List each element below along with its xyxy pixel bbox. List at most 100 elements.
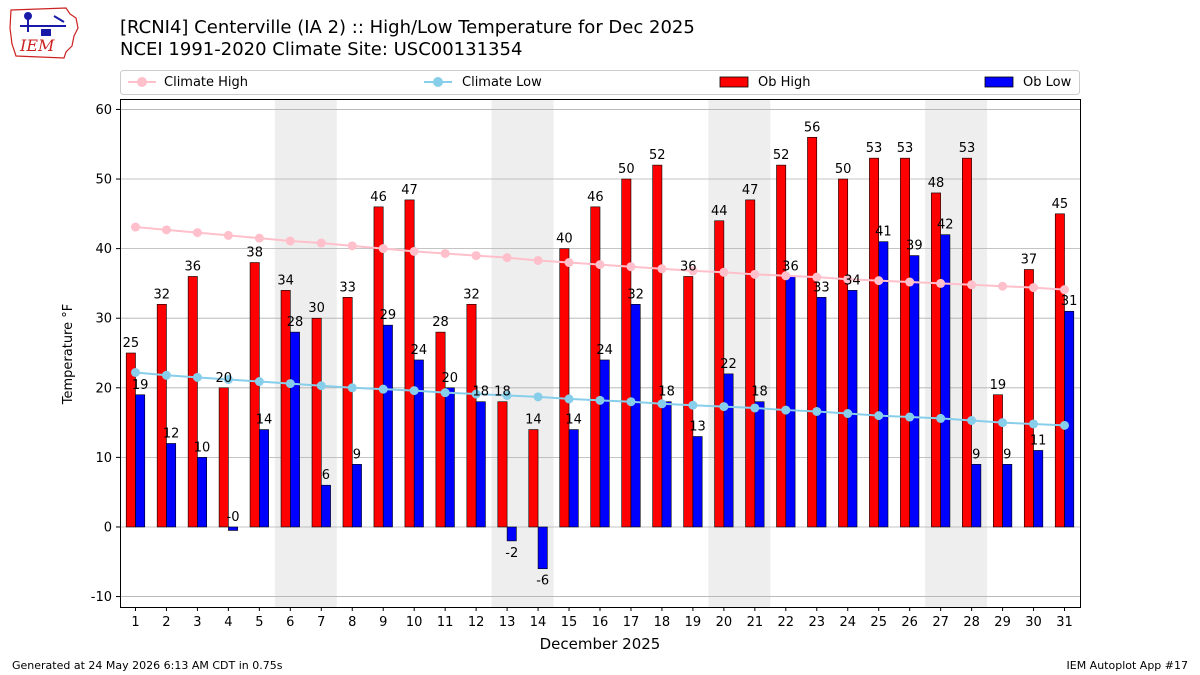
- ob-low-label: 13: [689, 420, 706, 435]
- ob-low-bar: [290, 331, 300, 528]
- generated-timestamp: Generated at 24 May 2026 6:13 AM CDT in …: [12, 659, 283, 672]
- ob-low-bar: [1033, 450, 1044, 528]
- legend-label-ob-low: Ob Low: [1023, 75, 1072, 90]
- ob-high-bar: [249, 262, 260, 528]
- climate-low-point: [533, 392, 543, 402]
- ob-high-bar: [435, 331, 446, 528]
- x-tick-label: 27: [932, 615, 949, 630]
- climate-high-point: [998, 281, 1008, 291]
- ob-high-bar: [621, 178, 632, 528]
- x-tick-label: 14: [530, 615, 547, 630]
- climate-low-point: [223, 374, 233, 384]
- ob-low-bar: [228, 526, 238, 531]
- climate-low-point: [1029, 419, 1039, 429]
- y-tick-label: 20: [95, 381, 112, 396]
- ob-low-bar: [382, 324, 393, 528]
- ob-high-label: 32: [463, 287, 480, 302]
- ob-high-label: 34: [277, 273, 294, 288]
- ob-low-label: 19: [132, 378, 149, 393]
- x-tick-label: 2: [162, 615, 170, 630]
- climate-low-point: [843, 409, 853, 419]
- ob-high-label: 30: [308, 301, 325, 316]
- legend-item-climate-high: Climate High: [128, 75, 248, 90]
- ob-high-label: 48: [928, 176, 945, 191]
- x-tick-label: 7: [317, 615, 325, 630]
- ob-high-bar: [1054, 213, 1065, 528]
- ob-high-bar: [714, 220, 725, 528]
- ob-low-label: 42: [937, 218, 954, 233]
- ob-high-bar: [497, 401, 508, 528]
- ob-high-bar: [590, 206, 601, 528]
- ob-high-label: 53: [959, 141, 976, 156]
- ob-low-bar: [506, 526, 517, 542]
- climate-high-point: [595, 260, 605, 270]
- ob-high-bar: [528, 429, 539, 528]
- climate-high-point: [192, 228, 202, 238]
- ob-low-bar: [909, 255, 920, 528]
- climate-low-point: [254, 377, 264, 387]
- ob-high-label: 20: [215, 371, 232, 386]
- x-tick-label: 15: [561, 615, 578, 630]
- ob-high-label: 18: [494, 385, 511, 400]
- x-tick-label: 6: [286, 615, 294, 630]
- climate-high-point: [285, 236, 295, 246]
- ob-low-label: -2: [505, 546, 518, 561]
- bars: [125, 136, 1075, 570]
- climate-high-point: [533, 255, 543, 265]
- climate-high-point: [657, 264, 667, 274]
- legend-box: [120, 70, 1080, 95]
- climate-high-point: [471, 251, 481, 261]
- ob-low-label: 11: [1030, 433, 1047, 448]
- ob-high-label: 44: [711, 204, 728, 219]
- ob-low-bar: [940, 234, 951, 528]
- x-tick-label: 20: [716, 615, 733, 630]
- ob-high-bar: [466, 303, 477, 528]
- climate-high-point: [440, 248, 450, 258]
- x-tick-label: 28: [963, 615, 980, 630]
- ob-high-bar: [869, 157, 880, 528]
- y-tick-label: 0: [104, 520, 112, 535]
- ob-high-bar: [311, 317, 322, 528]
- ob-low-bar: [537, 526, 548, 570]
- ob-low-bar: [197, 457, 208, 528]
- iem-logo: IEM: [9, 7, 79, 59]
- climate-high-point: [688, 266, 698, 276]
- x-tick-label: 4: [224, 615, 232, 630]
- ob-low-bar: [1002, 464, 1013, 528]
- ob-low-bar: [320, 484, 331, 528]
- climate-high-point: [409, 246, 419, 256]
- x-tick-label: 5: [255, 615, 263, 630]
- climate-high-point: [936, 278, 946, 288]
- climate-low-point: [719, 402, 729, 412]
- x-tick-label: 10: [406, 615, 423, 630]
- x-tick-label: 16: [592, 615, 609, 630]
- ob-high-bar: [745, 199, 756, 528]
- ob-high-bar: [1023, 269, 1034, 528]
- climate-low-point: [936, 413, 946, 423]
- ob-low-bar: [444, 387, 455, 528]
- ob-high-bar: [342, 297, 353, 528]
- ob-high-label: 53: [866, 141, 883, 156]
- legend-item-climate-low: Climate Low: [424, 75, 542, 90]
- ob-low-label: 18: [473, 385, 490, 400]
- ob-high-bar: [559, 248, 570, 528]
- ob-low-bar: [754, 401, 765, 528]
- climate-low-point: [347, 383, 357, 393]
- ob-high-label: 52: [773, 148, 790, 163]
- climate-low-point: [409, 386, 419, 396]
- ob-high-label: 52: [649, 148, 666, 163]
- climate-low-point: [440, 388, 450, 398]
- x-tick-label: 19: [685, 615, 702, 630]
- ob-low-bar: [259, 429, 269, 528]
- climate-high-point: [781, 271, 791, 281]
- ob-low-label: -6: [536, 574, 549, 589]
- x-tick-label: 25: [870, 615, 887, 630]
- x-tick-label: 31: [1056, 615, 1073, 630]
- x-tick-label: 17: [623, 615, 640, 630]
- app-id: IEM Autoplot App #17: [1066, 659, 1189, 672]
- climate-low-point: [657, 399, 667, 409]
- x-tick-label: 8: [348, 615, 356, 630]
- x-tick-label: 21: [747, 615, 764, 630]
- legend-label-climate-low: Climate Low: [462, 75, 542, 90]
